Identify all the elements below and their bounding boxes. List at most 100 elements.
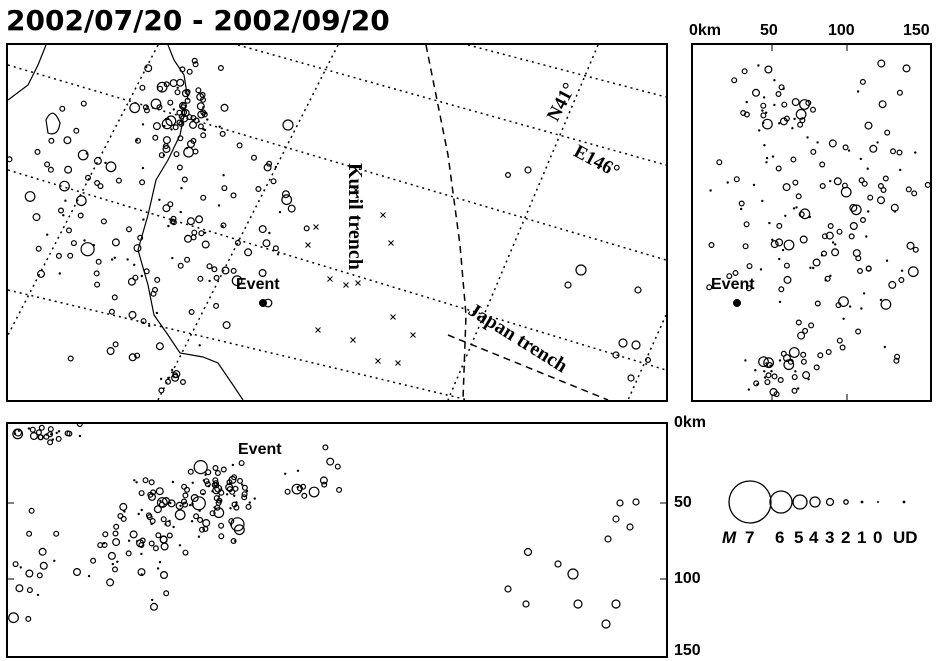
hypocenter-marker [743, 221, 750, 228]
hypocenter-marker [626, 523, 634, 531]
hypocenter-marker [140, 508, 143, 512]
hypocenter-marker [197, 535, 201, 538]
depth-tick-100: 100 [674, 570, 701, 587]
hypocenter-marker [783, 115, 790, 122]
hypocenter-marker [817, 352, 824, 359]
hypocenter-marker [67, 355, 74, 362]
hypocenter-marker [890, 203, 899, 212]
hypocenter-marker [191, 229, 198, 236]
hypocenter-marker [183, 146, 195, 158]
hypocenter-marker [759, 268, 763, 271]
hypocenter-marker [90, 557, 97, 564]
hypocenter-marker [795, 319, 802, 326]
hypocenter-marker [319, 476, 328, 485]
hypocenter-marker [159, 377, 163, 381]
hypocenter-marker [618, 338, 628, 348]
hypocenter-marker [133, 244, 142, 253]
hypocenter-marker [191, 481, 194, 484]
hypocenter-marker [158, 152, 165, 159]
hypocenter-marker [848, 305, 852, 308]
hypocenter-marker [765, 372, 772, 379]
hypocenter-marker [156, 567, 160, 570]
hypocenter-marker [890, 148, 897, 155]
hypocenter-marker [97, 542, 104, 549]
hypocenter-marker [245, 489, 249, 493]
hypocenter-marker [794, 370, 797, 373]
legend-circle-m4 [809, 496, 821, 508]
hypocenter-marker [831, 241, 835, 244]
hypocenter-marker [708, 242, 715, 249]
hypocenter-marker [136, 539, 145, 548]
hypocenter-marker [176, 78, 185, 87]
hypocenter-marker [140, 552, 143, 556]
graticule [8, 45, 666, 400]
hypocenter-marker [791, 98, 800, 107]
hypocenter-marker [87, 574, 91, 578]
legend-label-7: 7 [745, 528, 755, 547]
hypocenter-marker [911, 190, 918, 197]
hypocenter-marker [163, 81, 170, 88]
hypocenter-marker [32, 213, 41, 222]
hypocenter-marker [39, 561, 48, 570]
hypocenter-marker [164, 520, 171, 527]
hypocenter-marker [148, 479, 155, 486]
hypocenter-marker [172, 108, 175, 111]
hypocenter-marker [113, 256, 117, 259]
hypocenter-marker [59, 105, 66, 112]
hypocenter-marker [281, 194, 293, 206]
event-marker [733, 299, 741, 307]
hypocenter-marker [141, 123, 145, 126]
hypocenter-marker [106, 578, 115, 587]
hypocenter-marker [214, 469, 221, 476]
hypocenter-marker [186, 217, 195, 226]
hypocenter-marker [193, 459, 208, 475]
hypocenter-marker [770, 370, 773, 373]
cross-marker [380, 212, 386, 218]
hypocenter-marker [53, 559, 56, 562]
graticule-line [8, 45, 159, 336]
map-event-label: Event [236, 276, 280, 293]
hypocenter-marker [197, 516, 204, 523]
hypocenter-marker [214, 504, 221, 511]
hypocenter-marker [132, 274, 139, 281]
hypocenter-marker [200, 132, 207, 139]
hypocenter-marker [763, 376, 767, 379]
hypocenter-marker [777, 377, 784, 384]
hypocenter-marker [166, 532, 173, 539]
hypocenter-marker [34, 148, 41, 155]
graticule-line [237, 45, 666, 166]
hypocenter-marker [888, 280, 897, 289]
hypocenter-marker [788, 347, 800, 358]
hypocenter-marker [248, 501, 251, 504]
japan-trench-line [447, 334, 609, 400]
trench-lines [425, 45, 609, 400]
legend-circle-m3 [825, 497, 835, 507]
hypocenter-marker [912, 246, 919, 253]
hypocenter-marker [116, 560, 119, 563]
hypocenter-marker [869, 144, 878, 153]
hypocenter-marker [143, 268, 150, 275]
hypocenter-marker [284, 472, 287, 475]
hypocenter-marker [46, 233, 49, 236]
cross-marker [350, 337, 356, 343]
hypocenter-marker [792, 179, 799, 186]
ns-ticks [771, 45, 848, 400]
hypocenter-marker [764, 65, 773, 74]
hypocenter-marker [162, 136, 171, 145]
hypocenter-marker [321, 481, 328, 488]
hypocenter-marker [170, 368, 174, 372]
hypocenter-marker [778, 300, 782, 304]
hypocenter-marker [123, 510, 126, 513]
hypocenter-marker [781, 248, 785, 252]
hypocenter-marker [187, 468, 194, 475]
hypocenter-marker [59, 180, 70, 192]
hypocenter-marker [14, 428, 23, 437]
hypocenter-marker [282, 119, 294, 131]
hypocenter-marker [80, 100, 87, 107]
hypocenter-marker [631, 340, 641, 350]
hypocenter-marker [143, 107, 150, 114]
hypocenter-marker [809, 266, 812, 269]
hypocenter-marker [180, 379, 187, 386]
hypocenter-marker [205, 469, 212, 476]
hypocenter-marker [787, 358, 794, 365]
